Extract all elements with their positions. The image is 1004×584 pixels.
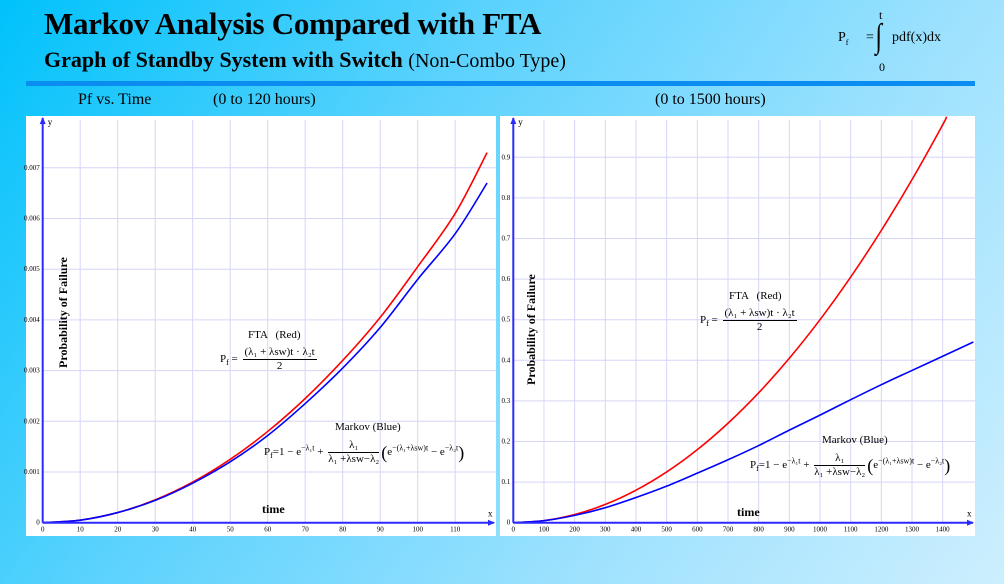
y-tick-label: 0.004 — [24, 316, 40, 324]
x-tick-label: 1300 — [905, 526, 920, 534]
formula-integrand: pdf(x)dx — [892, 30, 941, 45]
y-tick-label: 0.8 — [502, 194, 511, 202]
integral-sign-icon: ∫ — [875, 18, 882, 55]
y-tick-label: 0.7 — [502, 235, 511, 243]
y-tick-label: 0.5 — [502, 316, 511, 324]
y-tick-label: 0.007 — [24, 164, 40, 172]
y-tick-label: 0.2 — [502, 438, 511, 446]
right-chart-range: (0 to 1500 hours) — [655, 91, 766, 108]
x-tick-label: 80 — [339, 526, 347, 534]
x-tick-label: 300 — [600, 526, 611, 534]
x-tick-label: 50 — [227, 526, 235, 534]
markov-curve — [513, 341, 974, 524]
markov-formula: Pf=1 − e−λ₁t + λ₁ λ₁ +λsw−λ₂ (e−(λ₁+λsw)t … — [264, 439, 465, 465]
markov-legend-label: Markov (Blue) — [822, 434, 888, 446]
plot-panel — [26, 116, 496, 536]
fta-curve — [513, 116, 948, 524]
x-tick-label: 30 — [152, 526, 160, 534]
page-subtitle: Graph of Standby System with Switch (Non… — [44, 47, 566, 73]
y-tick-label: 0 — [507, 519, 511, 527]
fta-legend-label: FTA (Red) — [248, 329, 301, 341]
x-tick-label: 600 — [692, 526, 703, 534]
subtitle-type: (Non-Combo Type) — [408, 50, 566, 72]
x-axis-label: time — [737, 505, 760, 519]
x-tick-label: 1000 — [813, 526, 828, 534]
fta-legend-label: FTA (Red) — [729, 290, 782, 302]
plot-panel — [500, 116, 975, 536]
x-axis-name: x — [967, 509, 972, 519]
x-tick-label: 800 — [753, 526, 764, 534]
y-tick-label: 0.3 — [502, 397, 511, 405]
markov-curve — [42, 182, 488, 524]
x-tick-label: 400 — [631, 526, 642, 534]
fta-formula: Pf = (λ₁ + λsw)t · λ₂t 2 — [700, 307, 797, 333]
integral-formula: Pf = t ∫ 0 pdf(x)dx — [838, 6, 968, 76]
x-tick-label: 20 — [114, 526, 122, 534]
y-tick-label: 0.6 — [502, 275, 511, 283]
x-tick-label: 70 — [302, 526, 310, 534]
y-tick-label: 0.005 — [24, 265, 40, 273]
x-axis-name: x — [488, 509, 493, 519]
formula-eq: = — [866, 30, 874, 45]
markov-formula: Pf=1 − e−λ₁t + λ₁ λ₁ +λsw−λ₂ (e−(λ₁+λsw)t … — [750, 452, 951, 478]
y-axis-label: Probability of Failure — [524, 274, 538, 385]
x-tick-label: 900 — [784, 526, 795, 534]
y-tick-label: 0.4 — [502, 356, 511, 364]
x-tick-label: 0 — [512, 526, 516, 534]
x-tick-label: 200 — [569, 526, 580, 534]
x-tick-label: 1200 — [874, 526, 889, 534]
x-tick-label: 40 — [189, 526, 197, 534]
integral-lower-limit: 0 — [879, 60, 885, 74]
x-tick-label: 700 — [723, 526, 734, 534]
y-axis-label: Probability of Failure — [56, 257, 70, 368]
formula-lhs: Pf — [838, 30, 849, 47]
y-tick-label: 0.001 — [24, 468, 40, 476]
x-tick-label: 90 — [377, 526, 385, 534]
x-tick-label: 10 — [77, 526, 85, 534]
y-tick-label: 0.9 — [502, 153, 511, 161]
y-axis-name: y — [518, 117, 523, 127]
left-chart-label: Pf vs. Time — [78, 91, 152, 108]
markov-legend-label: Markov (Blue) — [335, 421, 401, 433]
x-tick-label: 1100 — [844, 526, 858, 534]
left-chart-range: (0 to 120 hours) — [213, 91, 316, 108]
y-tick-label: 0.002 — [24, 417, 40, 425]
y-tick-label: 0 — [36, 519, 40, 527]
x-tick-label: 100 — [539, 526, 550, 534]
y-tick-label: 0.006 — [24, 215, 40, 223]
x-tick-label: 1400 — [936, 526, 951, 534]
x-tick-label: 100 — [412, 526, 423, 534]
subtitle-bold: Graph of Standby System with Switch — [44, 47, 403, 72]
title-divider — [26, 81, 975, 86]
y-tick-label: 0.1 — [502, 478, 511, 486]
x-tick-label: 500 — [661, 526, 672, 534]
x-tick-label: 0 — [41, 526, 45, 534]
x-axis-label: time — [262, 502, 285, 516]
integral-upper-limit: t — [879, 8, 883, 22]
fta-formula: Pf = (λ₁ + λsw)t · λ₂t 2 — [220, 346, 317, 372]
x-tick-label: 110 — [450, 526, 461, 534]
page-title: Markov Analysis Compared with FTA — [44, 6, 542, 41]
y-axis-name: y — [48, 117, 53, 127]
y-tick-label: 0.003 — [24, 367, 40, 375]
x-tick-label: 60 — [264, 526, 272, 534]
